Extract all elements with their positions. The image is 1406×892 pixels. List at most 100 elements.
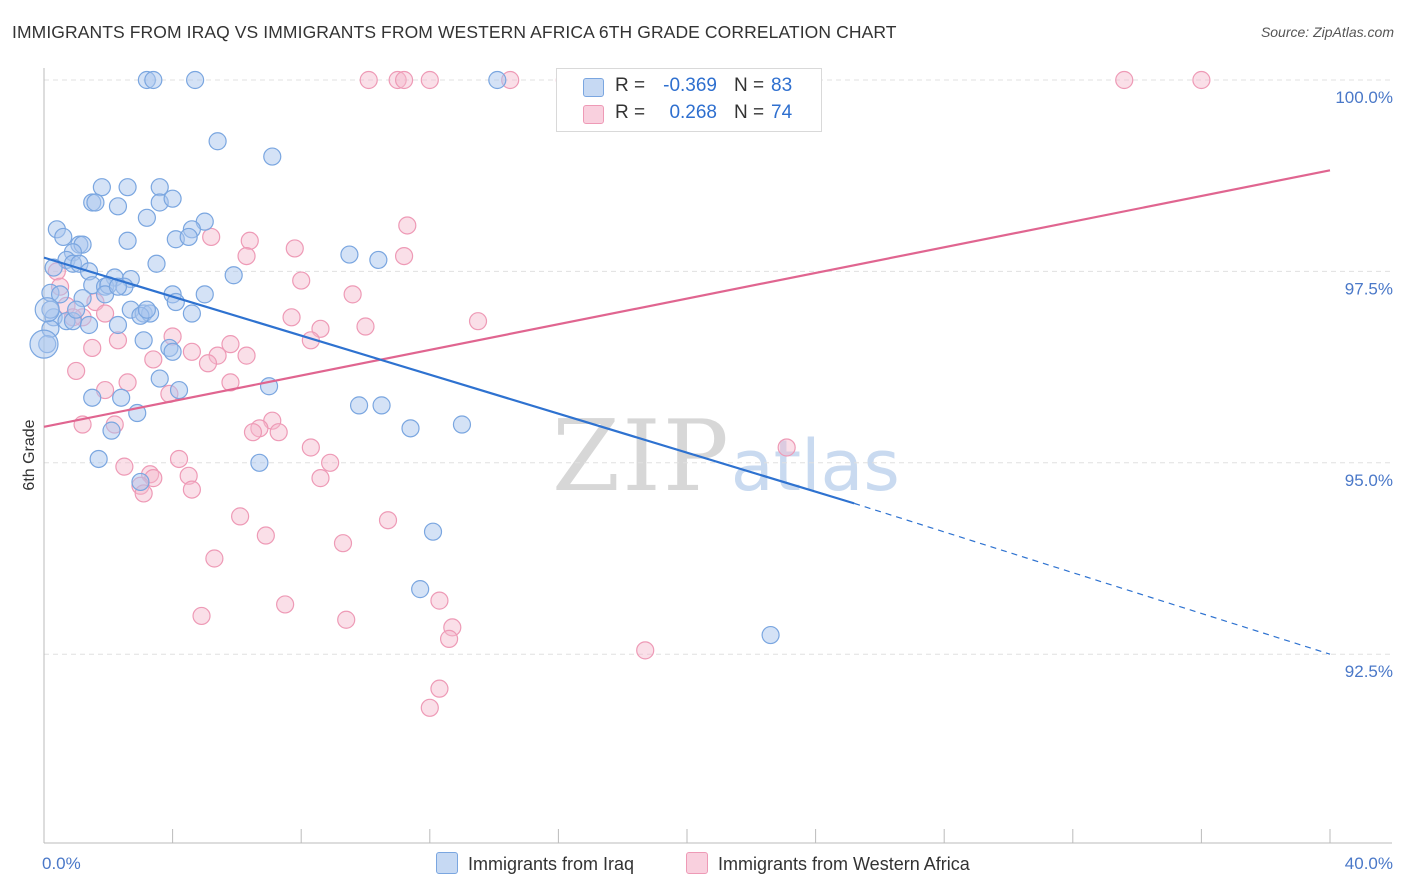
source-note: Source: ZipAtlas.com — [1260, 24, 1394, 40]
data-point-western-africa — [777, 438, 796, 457]
data-point-western-africa — [285, 239, 304, 258]
data-point-western-africa — [359, 70, 378, 90]
data-point-western-africa — [282, 308, 301, 327]
data-point-iraq — [108, 315, 128, 335]
data-point-western-africa — [398, 216, 417, 235]
data-point-iraq — [369, 250, 388, 270]
data-point-iraq — [195, 285, 214, 304]
data-point-iraq — [131, 472, 150, 492]
data-point-western-africa — [269, 423, 288, 442]
data-point-iraq — [50, 285, 70, 304]
data-point-iraq — [182, 304, 201, 323]
data-point-western-africa — [1192, 70, 1211, 90]
data-point-iraq — [224, 266, 243, 285]
legend-n-value: 83 — [771, 75, 793, 96]
data-point-iraq — [79, 315, 99, 335]
data-point-iraq — [163, 189, 182, 208]
tick-labels: 100.0% 97.5% 95.0% 92.5% 0.0% 40.0% — [42, 88, 1393, 873]
data-point-iraq — [54, 227, 73, 247]
data-point-iraq — [102, 421, 121, 440]
data-point-western-africa — [144, 350, 163, 369]
data-point-iraq — [144, 70, 163, 90]
legend-r-label: R = — [615, 75, 646, 96]
data-point-western-africa — [420, 70, 439, 90]
data-point-iraq — [118, 178, 137, 197]
axes — [43, 68, 1392, 844]
data-point-western-africa — [192, 606, 211, 626]
data-point-western-africa — [292, 271, 311, 290]
data-point-iraq — [263, 147, 282, 166]
trend-line-iraq — [43, 256, 855, 505]
data-point-iraq — [452, 415, 472, 434]
data-point-western-africa — [240, 231, 259, 250]
data-point-western-africa — [237, 246, 256, 266]
data-point-western-africa — [202, 227, 221, 247]
x-tick-label: 40.0% — [1345, 854, 1393, 873]
data-point-iraq — [86, 193, 105, 212]
data-point-iraq — [83, 388, 102, 407]
data-point-western-africa — [337, 610, 356, 629]
legend-n-label: N = — [734, 102, 765, 123]
data-point-iraq — [92, 178, 111, 197]
data-point-iraq — [411, 580, 430, 599]
y-tick-label: 92.5% — [1345, 662, 1393, 681]
data-point-western-africa — [439, 629, 459, 648]
data-point-western-africa — [256, 526, 275, 545]
legend-r-value: 0.268 — [669, 102, 717, 123]
legend-label-iraq: Immigrants from Iraq — [468, 854, 635, 874]
data-point-western-africa — [83, 338, 102, 358]
series-iraq-points — [29, 70, 780, 645]
data-point-western-africa — [276, 595, 295, 614]
data-point-western-africa — [311, 469, 330, 488]
data-point-western-africa — [208, 346, 227, 365]
x-tick-label: 0.0% — [42, 854, 81, 873]
data-point-western-africa — [95, 304, 115, 323]
data-point-western-africa — [378, 511, 398, 530]
data-point-western-africa — [182, 480, 201, 499]
trend-line-iraq-extrapolated — [853, 502, 1331, 655]
data-point-iraq — [137, 300, 156, 319]
watermark-atlas: atlas — [730, 425, 900, 507]
data-point-iraq — [134, 331, 153, 350]
data-point-western-africa — [115, 457, 134, 476]
data-point-iraq — [163, 342, 182, 361]
data-point-western-africa — [237, 346, 256, 365]
data-point-western-africa — [169, 449, 189, 469]
legend-n-label: N = — [734, 75, 765, 96]
data-point-western-africa — [388, 70, 407, 90]
data-point-western-africa — [443, 618, 462, 637]
data-point-western-africa — [333, 534, 353, 553]
data-point-iraq — [29, 329, 59, 359]
trend-lines — [43, 169, 1331, 655]
data-point-western-africa — [67, 361, 86, 381]
data-point-iraq — [340, 245, 359, 264]
chart-title: IMMIGRANTS FROM IRAQ VS IMMIGRANTS FROM … — [12, 22, 897, 42]
data-point-iraq — [112, 388, 131, 407]
data-point-western-africa — [468, 312, 488, 331]
data-point-western-africa — [636, 641, 655, 660]
data-point-western-africa — [321, 453, 340, 472]
legend-label-western-africa: Immigrants from Western Africa — [718, 854, 970, 874]
data-point-western-africa — [430, 591, 449, 610]
trend-line-western-africa — [43, 169, 1331, 428]
data-point-western-africa — [198, 354, 218, 373]
legend-item-iraq: Immigrants from Iraq — [436, 852, 634, 875]
western-africa-swatch-icon — [583, 105, 604, 124]
data-point-iraq — [423, 522, 443, 541]
data-point-western-africa — [221, 335, 240, 354]
data-point-iraq — [349, 396, 369, 415]
data-point-iraq — [179, 227, 198, 247]
y-tick-label: 97.5% — [1345, 279, 1393, 298]
data-point-iraq — [208, 132, 227, 151]
y-tick-label: 95.0% — [1345, 471, 1393, 490]
data-point-western-africa — [420, 698, 439, 717]
iraq-swatch-icon — [583, 78, 604, 97]
data-point-western-africa — [243, 423, 263, 442]
watermark: ZIPatlas — [552, 400, 900, 514]
data-point-iraq — [67, 300, 86, 319]
data-point-iraq — [147, 254, 166, 273]
data-point-iraq — [150, 369, 169, 388]
iraq-legend-swatch-icon — [436, 852, 458, 874]
data-point-western-africa — [221, 373, 240, 392]
data-point-western-africa — [179, 466, 198, 485]
